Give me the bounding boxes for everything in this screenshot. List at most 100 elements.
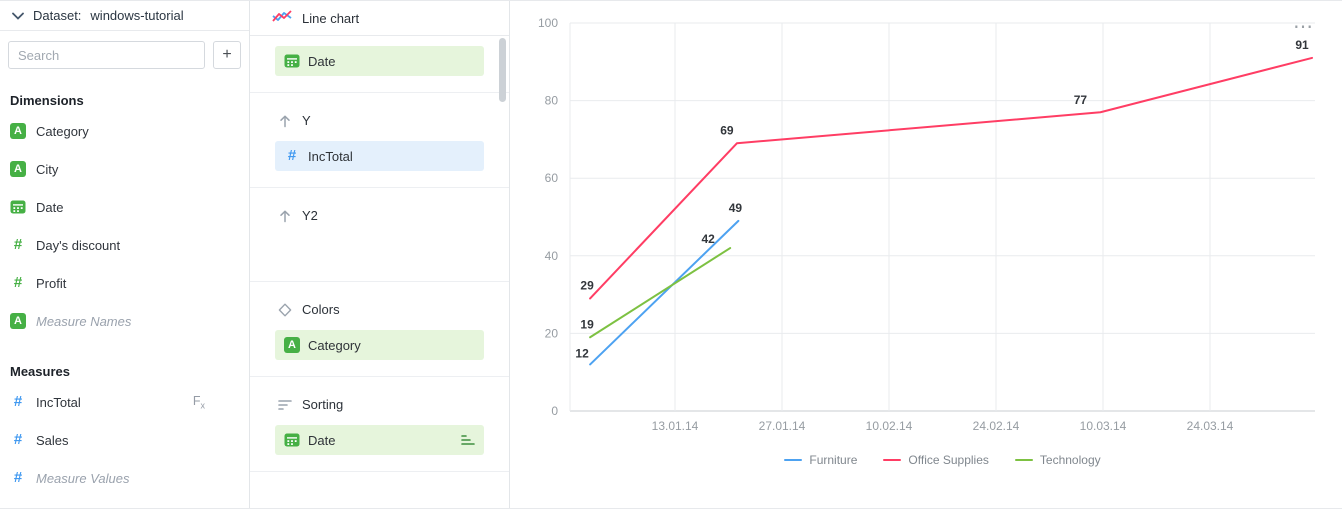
field-item-days-discount[interactable]: # Day's discount xyxy=(0,226,249,264)
section-title: Y2 xyxy=(302,208,318,223)
pill-y-inctotal[interactable]: # IncTotal xyxy=(275,141,484,171)
dataset-label: Dataset: xyxy=(33,8,82,23)
field-label: Sales xyxy=(36,432,69,448)
field-label: Day's discount xyxy=(36,237,121,253)
calendar-icon xyxy=(284,432,300,448)
field-label: Category xyxy=(36,123,89,139)
section-title: Colors xyxy=(302,302,340,317)
point-label: 69 xyxy=(720,123,734,137)
pill-colors-category[interactable]: A Category xyxy=(275,330,484,360)
fill-color-icon xyxy=(278,303,292,317)
line-chart-icon xyxy=(272,9,292,27)
empty-drop-area[interactable] xyxy=(250,236,509,281)
calendar-icon xyxy=(10,199,26,215)
legend-swatch xyxy=(1014,459,1033,461)
search-row: + xyxy=(0,31,249,69)
y-tick-label: 80 xyxy=(545,94,559,108)
dimension-number-icon: # xyxy=(13,236,23,253)
sort-order-icon[interactable] xyxy=(461,434,475,446)
point-label: 19 xyxy=(580,317,594,331)
measure-number-icon: # xyxy=(13,431,23,448)
scrollbar-thumb[interactable] xyxy=(499,38,506,102)
legend-item-furniture[interactable]: Furniture xyxy=(784,453,857,467)
dimensions-list: A Category A City Date # Day's discount … xyxy=(0,112,249,340)
point-label: 29 xyxy=(580,278,594,292)
measure-number-icon: # xyxy=(287,147,297,164)
section-y2: Y2 xyxy=(250,208,509,282)
section-title: Y xyxy=(302,113,311,128)
section-title: Sorting xyxy=(302,397,344,412)
series-line-office-supplies[interactable] xyxy=(589,56,1314,300)
arrow-up-icon xyxy=(278,114,292,128)
y-tick-label: 0 xyxy=(551,404,558,418)
dimension-string-icon: A xyxy=(10,161,26,177)
chart-type-header[interactable]: Line chart xyxy=(250,1,509,36)
section-y: Y # IncTotal xyxy=(250,113,509,188)
dataset-header: Dataset: windows-tutorial xyxy=(0,1,249,31)
chevron-down-icon[interactable] xyxy=(12,12,24,20)
legend-swatch xyxy=(883,459,902,461)
field-label: City xyxy=(36,161,59,177)
measures-section-title: Measures xyxy=(10,364,70,379)
line-chart: 0 20 40 60 80 100 13.01.14 27.01.14 10.02.14 24.0… xyxy=(538,16,1315,433)
field-label: IncTotal xyxy=(36,394,81,410)
pill-label: Category xyxy=(308,337,361,353)
dimension-number-icon: # xyxy=(13,274,23,291)
point-label: 42 xyxy=(701,232,715,246)
legend-item-technology[interactable]: Technology xyxy=(1014,453,1101,467)
dataset-panel: Dataset: windows-tutorial + Dimensions A… xyxy=(0,1,250,508)
arrow-up-icon xyxy=(278,209,292,223)
x-tick-label: 24.03.14 xyxy=(1187,419,1234,433)
field-item-city[interactable]: A City xyxy=(0,150,249,188)
add-field-button[interactable]: + xyxy=(213,41,241,69)
field-item-category[interactable]: A Category xyxy=(0,112,249,150)
field-label: Measure Names xyxy=(36,313,132,329)
dimensions-section-title: Dimensions xyxy=(10,93,84,108)
point-label: 49 xyxy=(729,201,743,215)
dimension-string-icon: A xyxy=(10,123,26,139)
pill-label: Date xyxy=(308,53,336,69)
chart-legend: Furniture Office Supplies Technology xyxy=(570,453,1315,467)
search-input[interactable] xyxy=(8,41,205,69)
chart-settings-panel: Line chart Date Y # IncTotal xyxy=(250,1,510,508)
section-sorting: Sorting Date xyxy=(250,397,509,472)
chart-preview-panel: 0 20 40 60 80 100 13.01.14 27.01.14 10.02.14 24.0… xyxy=(510,1,1342,508)
field-label: Date xyxy=(36,199,64,215)
x-tick-label: 10.02.14 xyxy=(866,419,913,433)
measure-number-icon: # xyxy=(13,393,23,410)
pill-label: IncTotal xyxy=(308,148,353,164)
field-item-measure-names[interactable]: A Measure Names xyxy=(0,302,249,340)
y-tick-label: 60 xyxy=(545,171,559,185)
legend-item-office-supplies[interactable]: Office Supplies xyxy=(883,453,989,467)
field-item-inctotal[interactable]: # IncTotal Fx xyxy=(0,383,249,421)
formula-icon[interactable]: Fx xyxy=(192,393,205,411)
point-label: 91 xyxy=(1295,38,1309,52)
y-tick-label: 40 xyxy=(545,249,559,263)
field-item-sales[interactable]: # Sales xyxy=(0,421,249,459)
pill-x-date[interactable]: Date xyxy=(275,46,484,76)
series-line-furniture[interactable] xyxy=(589,219,740,366)
x-tick-label: 24.02.14 xyxy=(973,419,1020,433)
field-item-date[interactable]: Date xyxy=(0,188,249,226)
y-tick-label: 20 xyxy=(545,326,559,340)
sort-icon xyxy=(278,399,292,411)
series-line-technology[interactable] xyxy=(589,247,732,339)
field-item-measure-values[interactable]: # Measure Values xyxy=(0,459,249,497)
field-label: Measure Values xyxy=(36,470,130,486)
pill-label: Date xyxy=(308,432,336,448)
point-label: 12 xyxy=(575,346,589,360)
legend-label: Furniture xyxy=(809,453,858,467)
section-x: Date xyxy=(250,46,509,93)
calendar-icon xyxy=(284,53,300,69)
legend-label: Technology xyxy=(1039,453,1101,467)
dimension-string-icon: A xyxy=(284,337,300,353)
y-tick-label: 100 xyxy=(538,16,558,30)
pill-sorting-date[interactable]: Date xyxy=(275,425,484,455)
legend-label: Office Supplies xyxy=(908,453,989,467)
chart-menu-button[interactable]: ⋯ xyxy=(1293,16,1314,38)
field-label: Profit xyxy=(36,275,67,291)
dataset-name-link[interactable]: windows-tutorial xyxy=(90,8,184,23)
x-tick-label: 10.03.14 xyxy=(1080,419,1127,433)
field-item-profit[interactable]: # Profit xyxy=(0,264,249,302)
